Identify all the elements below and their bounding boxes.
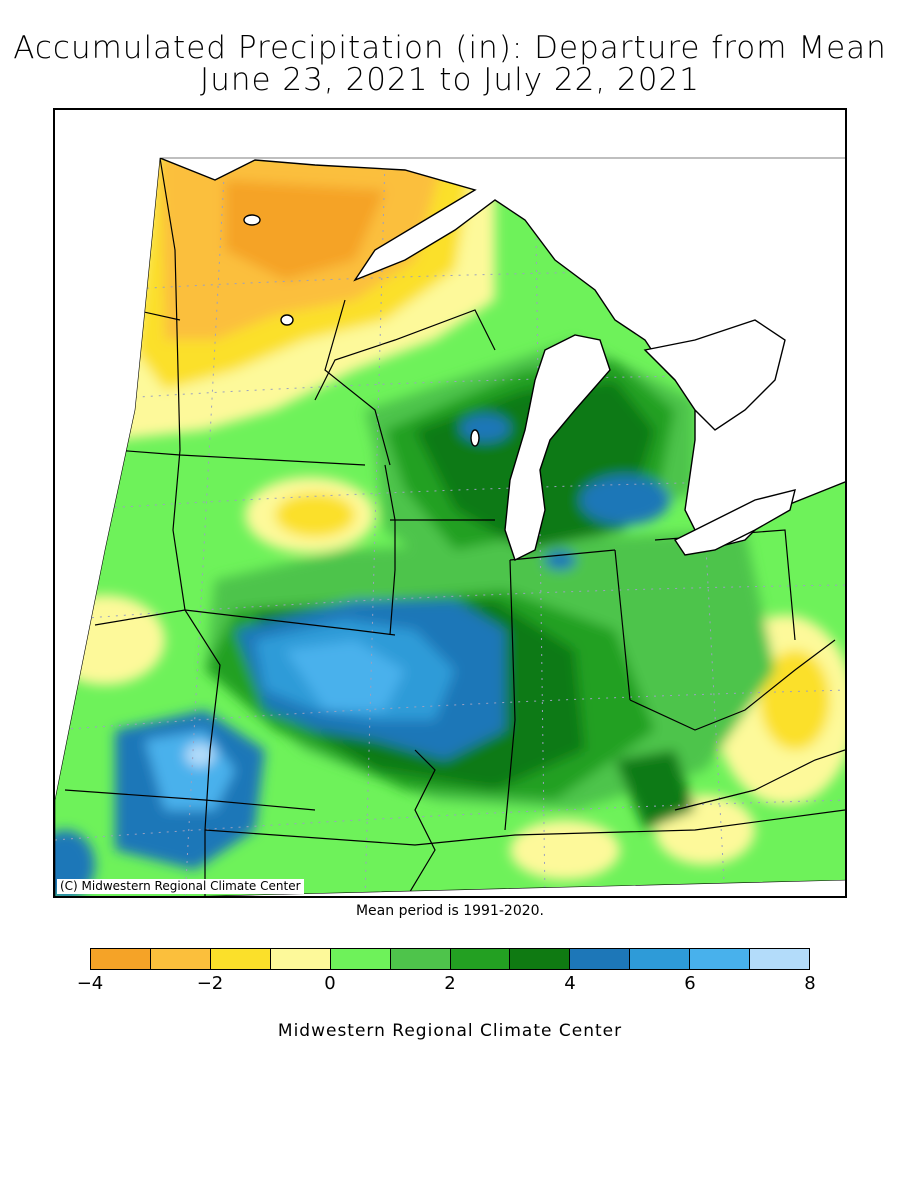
zone-very-wet-core	[285, 640, 405, 710]
state-border	[614, 549, 631, 701]
patch-dry-ohio-core	[760, 650, 830, 750]
precipitation-map: (C) Midwestern Regional Climate Center	[53, 108, 847, 898]
map-date-range: June 23, 2021 to July 22, 2021	[200, 62, 700, 98]
state-border	[314, 309, 496, 401]
state-border	[404, 749, 436, 896]
patch-very-wet-wisconsin	[460, 414, 510, 442]
domain-edge	[55, 157, 845, 896]
lakes-and-canada	[158, 158, 845, 561]
color-legend	[90, 948, 810, 970]
lake-small	[280, 314, 294, 326]
patch-dry-iowa-core	[275, 493, 355, 537]
state-border	[629, 639, 836, 731]
state-border	[509, 549, 616, 561]
lake-erie	[673, 489, 796, 556]
legend-swatch	[270, 949, 331, 969]
lake-huron	[643, 319, 786, 431]
zone-dry-core	[225, 180, 385, 280]
state-border	[114, 449, 366, 466]
state-border	[94, 609, 396, 636]
mean-period-note: Mean period is 1991-2020.	[355, 903, 545, 919]
zone-extreme-wet	[185, 743, 215, 767]
lake-michigan	[504, 334, 611, 561]
state-border	[324, 299, 391, 466]
legend-swatch	[510, 949, 571, 969]
legend-swatch	[450, 949, 511, 969]
graticule-line	[94, 374, 845, 401]
departure-field	[55, 158, 845, 896]
patch-dry-kentucky	[510, 820, 620, 880]
legend-swatch	[150, 949, 211, 969]
map-canvas	[55, 157, 845, 896]
lake-winnebago	[470, 429, 480, 447]
lake-small	[243, 214, 261, 226]
copyright-label: (C) Midwestern Regional Climate Center	[57, 879, 304, 894]
legend-tick-label: −2	[196, 973, 224, 994]
state-border	[504, 559, 516, 831]
legend-tick-label: 4	[564, 973, 576, 994]
patch-very-wet-lake	[544, 550, 576, 570]
state-border	[384, 464, 396, 636]
legend-swatch	[91, 949, 151, 969]
domain-outline	[55, 157, 845, 896]
legend-swatch	[750, 949, 810, 969]
map-title: Accumulated Precipitation (in): Departur…	[13, 30, 887, 66]
state-borders	[64, 158, 845, 896]
graticule-line	[74, 479, 845, 511]
legend-tick-label: 2	[444, 973, 456, 994]
state-border	[674, 749, 845, 811]
legend-tick-label: 8	[804, 973, 816, 994]
state-border	[64, 789, 316, 811]
legend-swatch	[570, 949, 631, 969]
legend-swatch	[210, 949, 271, 969]
patch-very-wet-michigan	[580, 475, 670, 525]
legend-tick-label: 6	[684, 973, 696, 994]
credit-label: Midwestern Regional Climate Center	[277, 1021, 623, 1041]
legend-tick-labels: −4 −2 0 2 4 6 8	[77, 973, 816, 997]
legend-tick-label: 0	[324, 973, 336, 994]
legend-tick-label: −4	[76, 973, 104, 994]
legend-swatch	[630, 949, 691, 969]
state-border	[204, 809, 845, 846]
legend-swatch	[390, 949, 451, 969]
legend-swatch	[690, 949, 751, 969]
legend-swatch	[330, 949, 391, 969]
